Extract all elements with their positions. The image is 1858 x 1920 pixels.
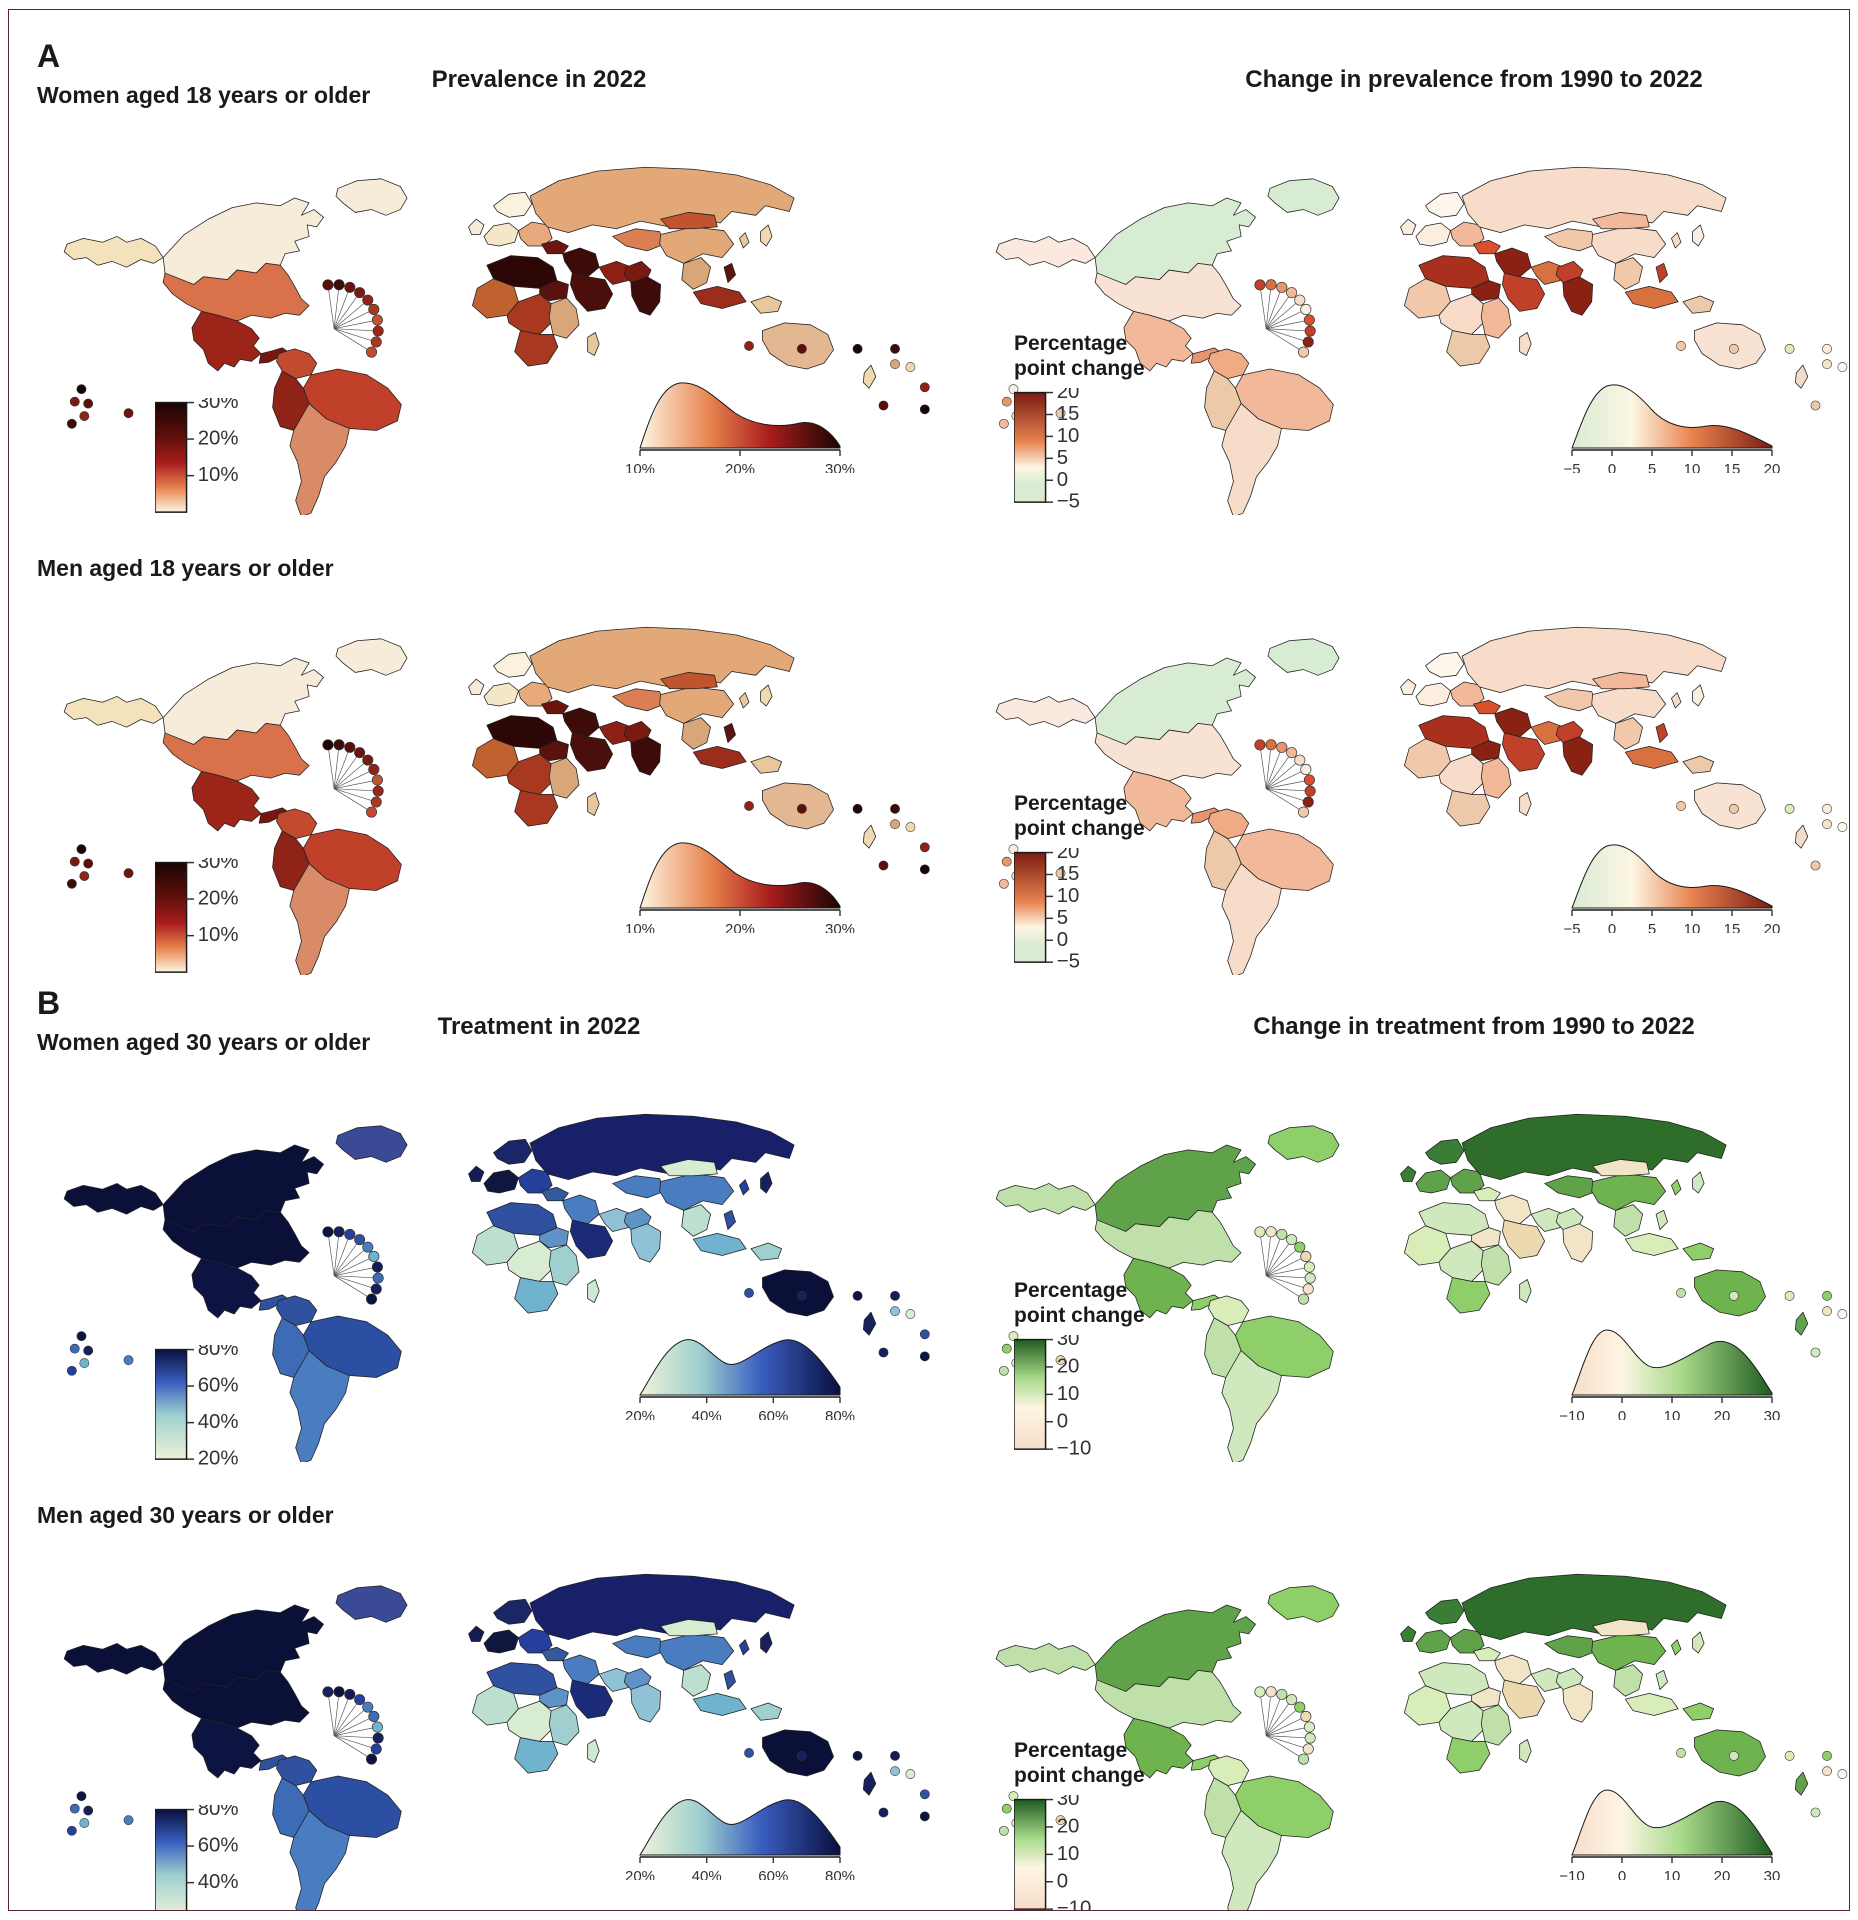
svg-text:0: 0 <box>1057 1870 1068 1892</box>
svg-text:40%: 40% <box>692 1868 722 1880</box>
svg-text:20: 20 <box>1057 848 1080 863</box>
svg-text:20: 20 <box>1714 1868 1731 1880</box>
svg-text:30%: 30% <box>825 921 855 933</box>
svg-text:10%: 10% <box>198 464 239 486</box>
svg-text:10: 10 <box>1664 1408 1681 1420</box>
svg-text:20: 20 <box>1057 388 1080 403</box>
svg-text:−10: −10 <box>1559 1408 1584 1420</box>
svg-text:15: 15 <box>1057 863 1080 885</box>
svg-text:0: 0 <box>1618 1408 1626 1420</box>
svg-text:5: 5 <box>1648 921 1656 933</box>
svg-text:20: 20 <box>1764 921 1781 933</box>
svg-text:80%: 80% <box>198 1805 239 1820</box>
svg-text:15: 15 <box>1724 921 1741 933</box>
svg-text:20%: 20% <box>725 921 755 933</box>
svg-text:30%: 30% <box>198 858 239 873</box>
svg-text:10: 10 <box>1057 1382 1080 1404</box>
svg-text:0: 0 <box>1057 468 1068 490</box>
svg-text:−10: −10 <box>1559 1868 1584 1880</box>
svg-text:0: 0 <box>1618 1868 1626 1880</box>
svg-text:40%: 40% <box>198 1871 239 1893</box>
svg-text:5: 5 <box>1057 906 1068 928</box>
svg-text:20%: 20% <box>625 1868 655 1880</box>
svg-text:30%: 30% <box>825 461 855 473</box>
svg-text:80%: 80% <box>198 1345 239 1360</box>
svg-text:−5: −5 <box>1057 490 1080 512</box>
svg-text:30: 30 <box>1764 1408 1781 1420</box>
svg-text:20: 20 <box>1057 1815 1080 1837</box>
svg-text:60%: 60% <box>198 1835 239 1857</box>
svg-text:10%: 10% <box>625 921 655 933</box>
svg-text:20%: 20% <box>198 428 239 450</box>
svg-text:5: 5 <box>1057 446 1068 468</box>
svg-text:−10: −10 <box>1057 1437 1092 1459</box>
svg-text:10: 10 <box>1057 1842 1080 1864</box>
svg-text:−10: −10 <box>1057 1897 1092 1911</box>
svg-text:20%: 20% <box>198 888 239 910</box>
svg-text:20%: 20% <box>725 461 755 473</box>
svg-text:60%: 60% <box>758 1868 788 1880</box>
svg-text:−5: −5 <box>1563 461 1580 473</box>
svg-text:10%: 10% <box>625 461 655 473</box>
svg-text:10: 10 <box>1684 461 1701 473</box>
svg-text:60%: 60% <box>758 1408 788 1420</box>
svg-text:40%: 40% <box>198 1411 239 1433</box>
svg-text:30: 30 <box>1057 1335 1080 1350</box>
svg-text:80%: 80% <box>825 1868 855 1880</box>
svg-text:0: 0 <box>1608 921 1616 933</box>
svg-text:20: 20 <box>1764 461 1781 473</box>
svg-text:10: 10 <box>1057 425 1080 447</box>
svg-text:5: 5 <box>1648 461 1656 473</box>
svg-text:60%: 60% <box>198 1375 239 1397</box>
svg-text:15: 15 <box>1724 461 1741 473</box>
svg-text:10: 10 <box>1057 885 1080 907</box>
svg-text:20%: 20% <box>198 1908 239 1911</box>
svg-text:0: 0 <box>1608 461 1616 473</box>
svg-text:30%: 30% <box>198 398 239 413</box>
svg-text:15: 15 <box>1057 403 1080 425</box>
svg-text:−5: −5 <box>1563 921 1580 933</box>
svg-text:20%: 20% <box>198 1448 239 1470</box>
svg-text:−5: −5 <box>1057 950 1080 972</box>
svg-text:30: 30 <box>1764 1868 1781 1880</box>
svg-text:20: 20 <box>1714 1408 1731 1420</box>
svg-text:10: 10 <box>1664 1868 1681 1880</box>
svg-text:20%: 20% <box>625 1408 655 1420</box>
svg-text:30: 30 <box>1057 1795 1080 1810</box>
svg-text:0: 0 <box>1057 1410 1068 1432</box>
svg-text:40%: 40% <box>692 1408 722 1420</box>
svg-text:80%: 80% <box>825 1408 855 1420</box>
svg-text:10%: 10% <box>198 924 239 946</box>
svg-text:0: 0 <box>1057 928 1068 950</box>
svg-text:20: 20 <box>1057 1355 1080 1377</box>
svg-text:10: 10 <box>1684 921 1701 933</box>
